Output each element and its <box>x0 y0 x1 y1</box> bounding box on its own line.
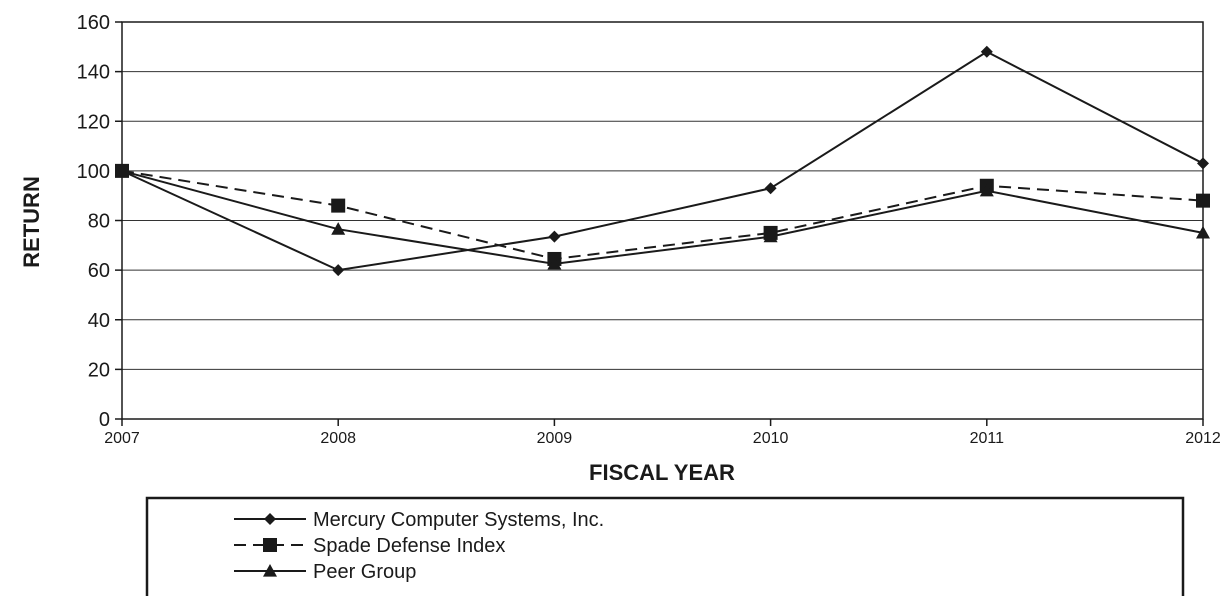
x-tick-label: 2011 <box>970 430 1005 447</box>
series-3-point <box>1196 225 1210 239</box>
series-line-2 <box>121 169 1204 260</box>
legend-label-1: Mercury Computer Systems, Inc. <box>313 509 604 531</box>
gridlines <box>122 71 1203 370</box>
y-tick-label: 160 <box>77 12 110 34</box>
legend-marker-3 <box>263 564 277 577</box>
y-axis-ticks: 0 20 40 60 80 100 120 140 160 <box>77 12 122 431</box>
x-tick-label: 2008 <box>320 430 356 447</box>
y-tick-label: 60 <box>88 260 110 282</box>
y-tick-label: 0 <box>99 409 110 431</box>
y-tick-label: 40 <box>88 310 110 332</box>
series-2-point <box>1196 193 1210 208</box>
series-lines <box>115 45 1210 277</box>
y-tick-label: 20 <box>88 359 110 381</box>
x-tick-label: 2009 <box>537 430 573 447</box>
legend-marker-2 <box>263 538 277 552</box>
y-tick-label: 120 <box>77 111 110 133</box>
y-tick-label: 100 <box>77 161 110 183</box>
series-3-point <box>331 222 346 235</box>
plot-area-frame <box>121 21 1204 420</box>
series-1-point <box>1197 157 1209 170</box>
x-tick-label: 2007 <box>104 430 140 447</box>
series-2-point <box>331 198 346 213</box>
x-axis-ticks: 2007 2008 2009 2010 2011 2012 <box>104 419 1221 447</box>
y-tick-label: 140 <box>77 62 110 84</box>
series-3-point <box>979 183 994 197</box>
series-1-point <box>332 264 345 277</box>
series-line-1 <box>121 50 1204 272</box>
x-axis-title: FISCAL YEAR <box>589 460 735 485</box>
y-tick-label: 80 <box>88 211 110 233</box>
legend-marker-1 <box>264 513 276 525</box>
series-1-point <box>548 230 561 243</box>
series-1-point <box>764 182 777 195</box>
legend-label-3: Peer Group <box>313 561 416 583</box>
legend-label-2: Spade Defense Index <box>313 535 505 557</box>
series-3-point <box>547 256 562 270</box>
legend-box <box>145 496 1185 596</box>
x-tick-label: 2010 <box>753 430 789 447</box>
y-axis-title: RETURN <box>19 176 44 268</box>
series-1-point <box>980 45 993 58</box>
x-tick-label: 2012 <box>1185 430 1221 447</box>
series-3-point <box>115 163 129 177</box>
series-line-3 <box>121 169 1204 265</box>
series-3-point <box>763 229 778 243</box>
legend: Mercury Computer Systems, Inc. Spade Defe… <box>145 496 1185 596</box>
